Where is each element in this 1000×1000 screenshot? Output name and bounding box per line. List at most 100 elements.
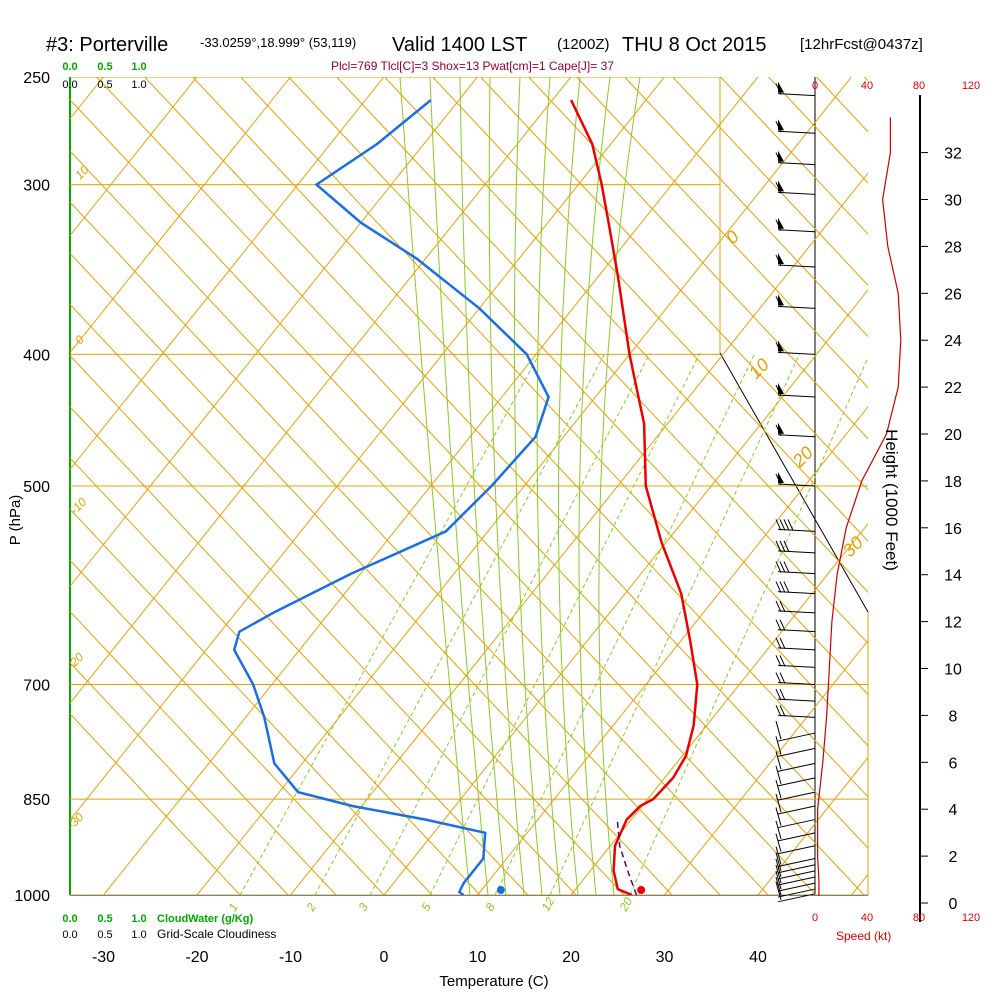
wind-barb-staff <box>777 351 816 355</box>
wind-barb <box>775 720 816 742</box>
wind-barb <box>775 540 816 554</box>
wind-barb-pennant <box>778 383 784 395</box>
height-tick-label: 30 <box>944 193 962 210</box>
speed-tick-label-bottom: 0 <box>812 912 818 924</box>
mixing-ratio-label: 3 <box>355 900 371 913</box>
moist-adiabat-line <box>488 77 525 895</box>
wind-barb-feather <box>783 540 790 553</box>
cloudwater-tick-label-bottom: 1.0 <box>131 913 146 925</box>
temperature-tick-label: 20 <box>562 949 580 966</box>
isotherm-line <box>103 77 759 895</box>
dry-adiabat-line <box>70 559 385 895</box>
moist-adiabat-line <box>459 77 507 895</box>
wind-barb-staff <box>777 483 816 487</box>
mixing-ratio-label: 12 <box>538 895 557 914</box>
wind-barb-staff <box>777 714 816 718</box>
wind-barb-pennant <box>778 340 784 352</box>
height-tick-label: 16 <box>944 521 962 538</box>
isotherm-label: 20 <box>788 443 817 472</box>
wind-barb-feather <box>779 540 786 553</box>
height-tick-label: 2 <box>949 849 958 866</box>
moist-adiabat-line <box>429 77 489 895</box>
wind-barb-feather <box>775 833 782 852</box>
wind-barb-staff <box>777 864 816 874</box>
wind-barb-staff <box>777 93 816 97</box>
dry-adiabat-line <box>70 406 529 895</box>
moist-adiabat-line <box>557 77 581 895</box>
wind-barb <box>775 81 816 97</box>
wind-barb <box>775 119 816 134</box>
cloudwater-tick-label-top: 1.0 <box>131 61 146 73</box>
wind-barb-feather <box>775 870 782 890</box>
cloudiness-tick-label-top: 0.5 <box>97 79 112 91</box>
pressure-tick-label: 500 <box>23 479 50 496</box>
wind-barb-feather <box>775 561 782 573</box>
mixing-ratio-line <box>239 352 541 895</box>
wind-barb-layer <box>775 81 816 903</box>
isotherm-line <box>196 77 852 895</box>
wind-speed-layer <box>816 117 902 896</box>
dry-adiabat-line <box>863 77 868 82</box>
cloudiness-legend: Grid-Scale Cloudiness <box>157 927 276 941</box>
height-tick-label: 0 <box>949 896 958 913</box>
wind-barb-feather <box>775 473 782 486</box>
wind-barb-staff <box>777 229 816 233</box>
wind-barb <box>775 619 816 633</box>
cloudiness-tick-label-bottom: 1.0 <box>131 929 146 941</box>
dry-adiabat-line <box>70 508 433 895</box>
wind-barb-feather <box>775 846 782 865</box>
dry-adiabat-line <box>70 354 577 895</box>
dry-adiabat-line <box>70 303 625 895</box>
wind-barb-feather <box>775 637 782 650</box>
title-coords: -33.0259°,18.999° (53,119) <box>200 35 356 50</box>
speed-tick-label-top: 120 <box>962 80 980 92</box>
wind-barb <box>775 820 816 842</box>
isotherm-label: 10 <box>745 355 773 383</box>
mixing-ratio-label: 2 <box>303 900 319 914</box>
dry-adiabat-line <box>479 77 868 491</box>
isotherm-label: 0 <box>722 227 743 248</box>
isotherm-line <box>570 522 868 895</box>
dry-adiabat-line <box>287 77 868 696</box>
wind-barb-staff <box>777 876 816 886</box>
wind-barb <box>775 876 816 898</box>
wind-barb <box>775 864 816 886</box>
wind-barb-staff <box>777 882 816 892</box>
isotherm-line <box>70 77 385 471</box>
mixing-ratio-label: 1 <box>225 901 240 914</box>
wind-barb-feather <box>783 519 790 531</box>
wind-barb <box>775 519 816 532</box>
height-tick-label: 24 <box>944 333 962 350</box>
height-tick-label: 8 <box>949 708 958 725</box>
dry-adiabat-line <box>191 77 868 798</box>
wind-barb-pennant <box>778 217 784 229</box>
moist-adiabat-line <box>578 77 611 895</box>
isotherm-label: -30 <box>64 810 86 832</box>
wind-barb <box>775 833 816 855</box>
dry-adiabat-line <box>239 77 868 747</box>
wind-barb-feather <box>775 152 782 164</box>
title-date: THU 8 Oct 2015 <box>622 34 767 56</box>
isotherm-line <box>664 639 868 895</box>
height-tick-label: 26 <box>944 286 962 303</box>
wind-barb-feather <box>775 182 782 194</box>
isotherm-label: -20 <box>64 650 86 672</box>
wind-barb-staff <box>777 571 816 575</box>
wind-barb-staff <box>777 647 816 651</box>
wind-barb <box>775 705 816 718</box>
wind-barb <box>775 672 816 686</box>
wind-barb-staff <box>777 845 816 855</box>
wind-barb-feather <box>775 779 782 799</box>
wind-barb-feather <box>779 688 786 701</box>
cloudiness-tick-label-top: 0.0 <box>62 79 77 91</box>
wind-barb-pennant <box>778 119 784 131</box>
parcel-path <box>616 819 638 895</box>
wind-barb-staff <box>777 819 816 829</box>
wind-barb-pennant <box>778 472 784 483</box>
wind-barb-pennant <box>778 150 784 162</box>
wind-barb <box>775 253 816 268</box>
title-forecast: [12hrFcst@0437z] <box>800 36 923 53</box>
isotherm-line <box>70 77 198 237</box>
wind-barb-staff <box>777 762 816 772</box>
height-tick-label: 22 <box>944 380 962 397</box>
